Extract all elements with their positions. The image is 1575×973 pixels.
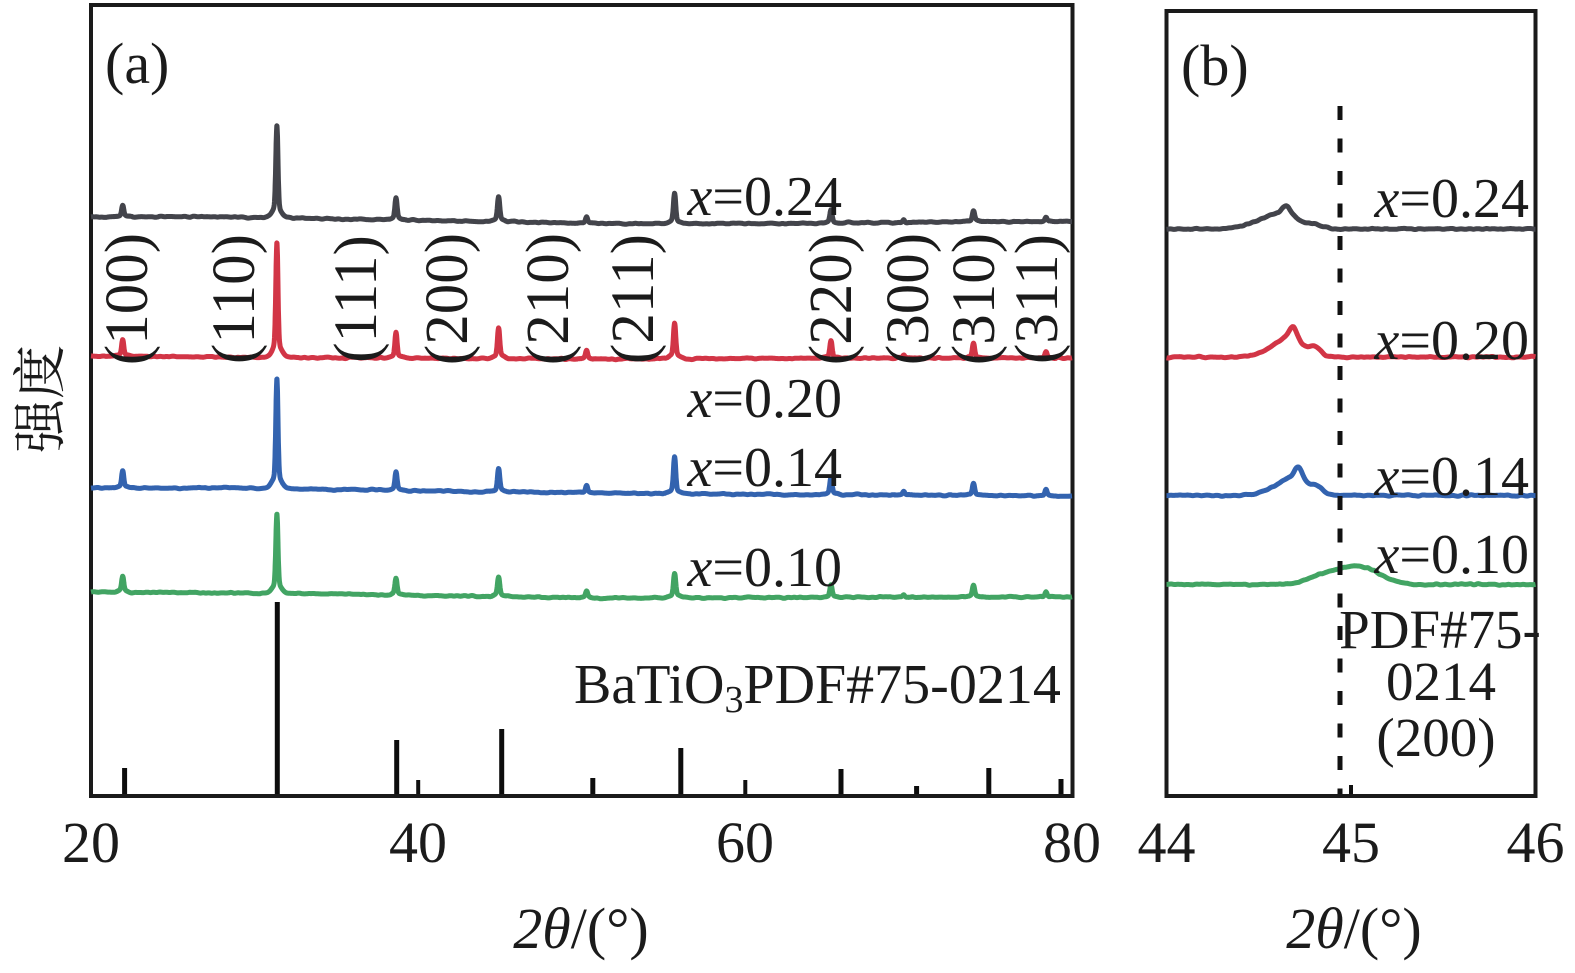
svg-text:(200): (200)	[1376, 707, 1495, 768]
svg-text:(110): (110)	[201, 234, 268, 364]
svg-text:20: 20	[62, 810, 120, 875]
svg-text:2θ/(°): 2θ/(°)	[1286, 896, 1421, 961]
svg-text:(100): (100)	[94, 233, 161, 365]
svg-text:2θ/(°): 2θ/(°)	[513, 896, 648, 961]
svg-text:x=0.14: x=0.14	[1374, 446, 1529, 508]
svg-text:(211): (211)	[600, 234, 667, 364]
svg-text:PDF#75-: PDF#75-	[1339, 599, 1541, 660]
svg-text:(a): (a)	[105, 31, 169, 96]
svg-text:x=0.20: x=0.20	[1374, 310, 1529, 372]
svg-text:BaTiO3PDF#75-0214: BaTiO3PDF#75-0214	[574, 654, 1061, 721]
svg-text:80: 80	[1043, 810, 1101, 875]
svg-text:(300): (300)	[875, 233, 942, 365]
svg-text:60: 60	[716, 810, 774, 875]
svg-text:x=0.10: x=0.10	[687, 537, 842, 599]
svg-text:44: 44	[1138, 810, 1196, 875]
svg-text:x=0.24: x=0.24	[687, 166, 842, 228]
svg-text:45: 45	[1322, 810, 1380, 875]
svg-text:0214: 0214	[1386, 651, 1496, 712]
svg-text:x=0.10: x=0.10	[1374, 524, 1529, 586]
svg-text:x=0.20: x=0.20	[687, 368, 842, 430]
svg-text:x=0.24: x=0.24	[1374, 168, 1529, 230]
svg-text:(210): (210)	[515, 233, 582, 365]
svg-text:(220): (220)	[798, 233, 865, 365]
svg-text:46: 46	[1507, 810, 1565, 875]
svg-text:(200): (200)	[414, 233, 481, 365]
svg-text:40: 40	[389, 810, 447, 875]
svg-text:(310): (310)	[941, 233, 1008, 365]
svg-text:(111): (111)	[323, 235, 390, 363]
svg-text:(b): (b)	[1181, 33, 1249, 98]
svg-text:(311): (311)	[1004, 234, 1071, 364]
svg-text:x=0.14: x=0.14	[687, 437, 842, 499]
